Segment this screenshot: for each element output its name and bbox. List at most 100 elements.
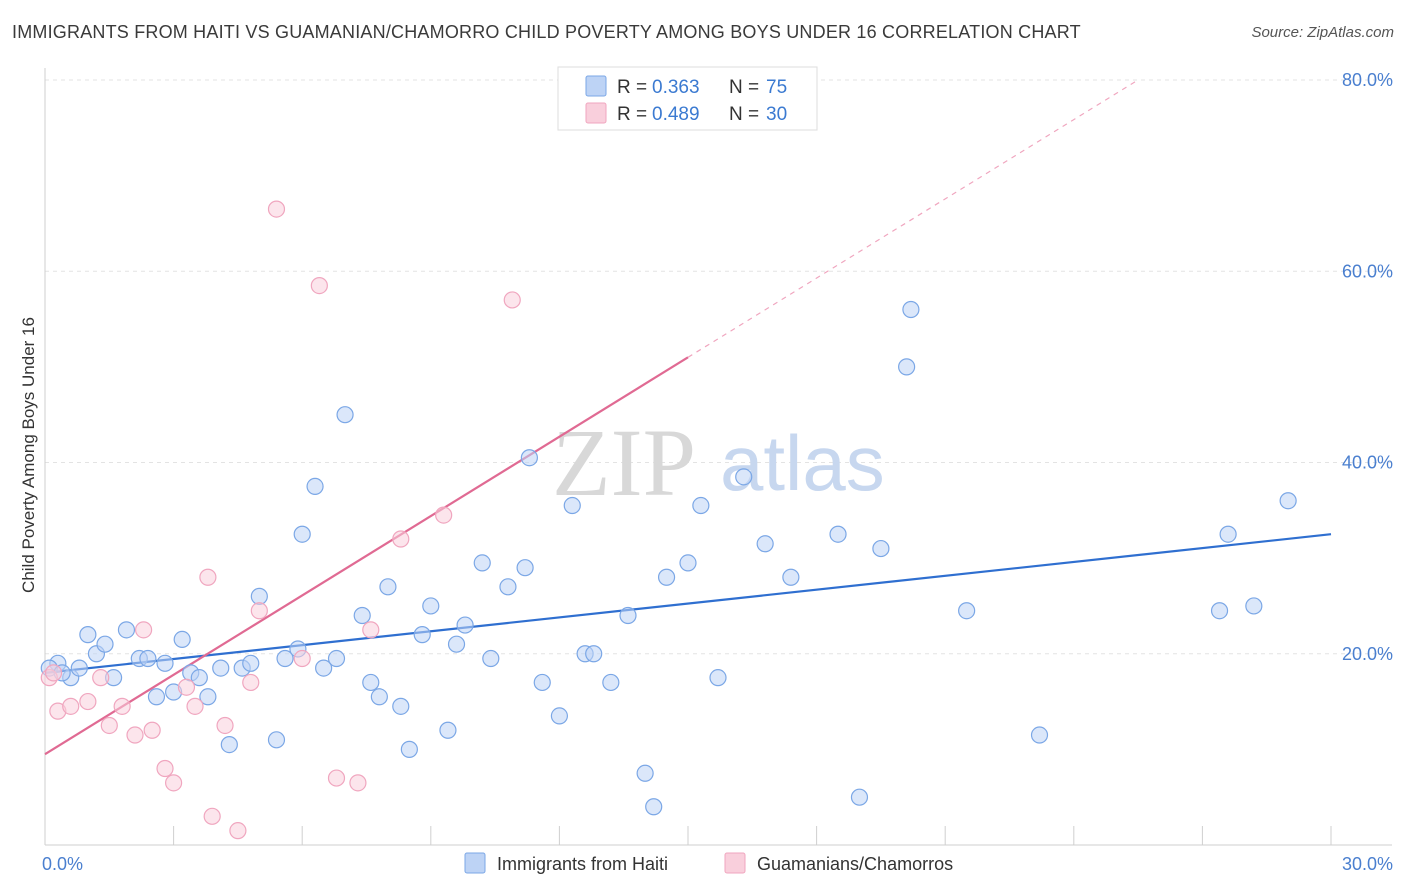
data-points bbox=[41, 201, 1296, 839]
data-point-series-0 bbox=[474, 555, 490, 571]
data-point-series-0 bbox=[97, 636, 113, 652]
data-point-series-1 bbox=[178, 679, 194, 695]
y-axis-label: Child Poverty Among Boys Under 16 bbox=[19, 317, 38, 593]
data-point-series-0 bbox=[268, 732, 284, 748]
data-point-series-0 bbox=[534, 674, 550, 690]
data-point-series-0 bbox=[221, 737, 237, 753]
data-point-series-1 bbox=[363, 622, 379, 638]
legend-n-value-guamanian: 30 bbox=[766, 104, 787, 125]
data-point-series-0 bbox=[899, 359, 915, 375]
legend-swatch-guamanian bbox=[586, 103, 606, 123]
data-point-series-0 bbox=[213, 660, 229, 676]
data-point-series-0 bbox=[736, 469, 752, 485]
x-tick-label: 30.0% bbox=[1342, 854, 1393, 874]
data-point-series-0 bbox=[328, 651, 344, 667]
data-point-series-1 bbox=[268, 201, 284, 217]
data-point-series-0 bbox=[440, 722, 456, 738]
data-point-series-1 bbox=[80, 694, 96, 710]
data-point-series-0 bbox=[903, 302, 919, 318]
data-point-series-1 bbox=[393, 531, 409, 547]
legend-r-label-haiti: R = bbox=[617, 77, 647, 98]
data-point-series-1 bbox=[328, 770, 344, 786]
axes bbox=[45, 68, 1392, 845]
legend-r-value-haiti: 0.363 bbox=[652, 77, 700, 98]
data-point-series-1 bbox=[504, 292, 520, 308]
data-point-series-1 bbox=[311, 278, 327, 294]
data-point-series-0 bbox=[551, 708, 567, 724]
data-point-series-0 bbox=[680, 555, 696, 571]
data-point-series-0 bbox=[1212, 603, 1228, 619]
tick-labels: 20.0% 40.0% 60.0% 80.0% 0.0% 30.0% bbox=[42, 70, 1393, 874]
series-legend-label-haiti: Immigrants from Haiti bbox=[497, 854, 668, 874]
data-point-series-0 bbox=[500, 579, 516, 595]
data-point-series-0 bbox=[830, 526, 846, 542]
data-point-series-1 bbox=[93, 670, 109, 686]
data-point-series-0 bbox=[646, 799, 662, 815]
data-point-series-0 bbox=[251, 588, 267, 604]
data-point-series-0 bbox=[71, 660, 87, 676]
data-point-series-1 bbox=[127, 727, 143, 743]
data-point-series-0 bbox=[457, 617, 473, 633]
data-point-series-0 bbox=[586, 646, 602, 662]
data-point-series-0 bbox=[371, 689, 387, 705]
data-point-series-0 bbox=[603, 674, 619, 690]
series-legend-label-guamanian: Guamanians/Chamorros bbox=[757, 854, 953, 874]
y-tick-label: 20.0% bbox=[1342, 644, 1393, 664]
data-point-series-1 bbox=[166, 775, 182, 791]
data-point-series-1 bbox=[46, 665, 62, 681]
data-point-series-0 bbox=[294, 526, 310, 542]
data-point-series-0 bbox=[517, 560, 533, 576]
data-point-series-0 bbox=[659, 569, 675, 585]
data-point-series-0 bbox=[873, 541, 889, 557]
data-point-series-1 bbox=[157, 761, 173, 777]
series-legend: Immigrants from Haiti Guamanians/Chamorr… bbox=[465, 853, 953, 874]
data-point-series-0 bbox=[483, 651, 499, 667]
correlation-legend: R = 0.363 N = 75 R = 0.489 N = 30 bbox=[558, 67, 817, 130]
legend-n-value-haiti: 75 bbox=[766, 77, 787, 98]
data-point-series-1 bbox=[243, 674, 259, 690]
data-point-series-0 bbox=[380, 579, 396, 595]
data-point-series-1 bbox=[251, 603, 267, 619]
x-tick-label: 0.0% bbox=[42, 854, 83, 874]
legend-r-value-guamanian: 0.489 bbox=[652, 104, 700, 125]
data-point-series-1 bbox=[294, 651, 310, 667]
data-point-series-0 bbox=[1280, 493, 1296, 509]
data-point-series-0 bbox=[148, 689, 164, 705]
data-point-series-0 bbox=[354, 608, 370, 624]
y-tick-label: 80.0% bbox=[1342, 70, 1393, 90]
data-point-series-0 bbox=[1246, 598, 1262, 614]
data-point-series-0 bbox=[449, 636, 465, 652]
series-legend-swatch-haiti bbox=[465, 853, 485, 873]
data-point-series-1 bbox=[63, 698, 79, 714]
data-point-series-1 bbox=[187, 698, 203, 714]
data-point-series-1 bbox=[114, 698, 130, 714]
data-point-series-1 bbox=[217, 717, 233, 733]
data-point-series-1 bbox=[101, 717, 117, 733]
data-point-series-0 bbox=[959, 603, 975, 619]
data-point-series-0 bbox=[710, 670, 726, 686]
trend-line-1 bbox=[45, 357, 688, 754]
data-point-series-0 bbox=[1032, 727, 1048, 743]
data-point-series-0 bbox=[118, 622, 134, 638]
data-point-series-1 bbox=[230, 823, 246, 839]
series-legend-swatch-guamanian bbox=[725, 853, 745, 873]
data-point-series-0 bbox=[693, 498, 709, 514]
data-point-series-0 bbox=[620, 608, 636, 624]
legend-r-label-guamanian: R = bbox=[617, 104, 647, 125]
data-point-series-1 bbox=[350, 775, 366, 791]
data-point-series-0 bbox=[783, 569, 799, 585]
data-point-series-0 bbox=[243, 655, 259, 671]
data-point-series-0 bbox=[80, 627, 96, 643]
data-point-series-0 bbox=[393, 698, 409, 714]
legend-n-label-haiti: N = bbox=[729, 77, 759, 98]
data-point-series-1 bbox=[144, 722, 160, 738]
data-point-series-0 bbox=[401, 741, 417, 757]
y-tick-label: 60.0% bbox=[1342, 261, 1393, 281]
data-point-series-0 bbox=[637, 765, 653, 781]
data-point-series-1 bbox=[436, 507, 452, 523]
data-point-series-1 bbox=[136, 622, 152, 638]
y-tick-label: 40.0% bbox=[1342, 453, 1393, 473]
legend-n-label-guamanian: N = bbox=[729, 104, 759, 125]
data-point-series-0 bbox=[307, 478, 323, 494]
data-point-series-0 bbox=[337, 407, 353, 423]
